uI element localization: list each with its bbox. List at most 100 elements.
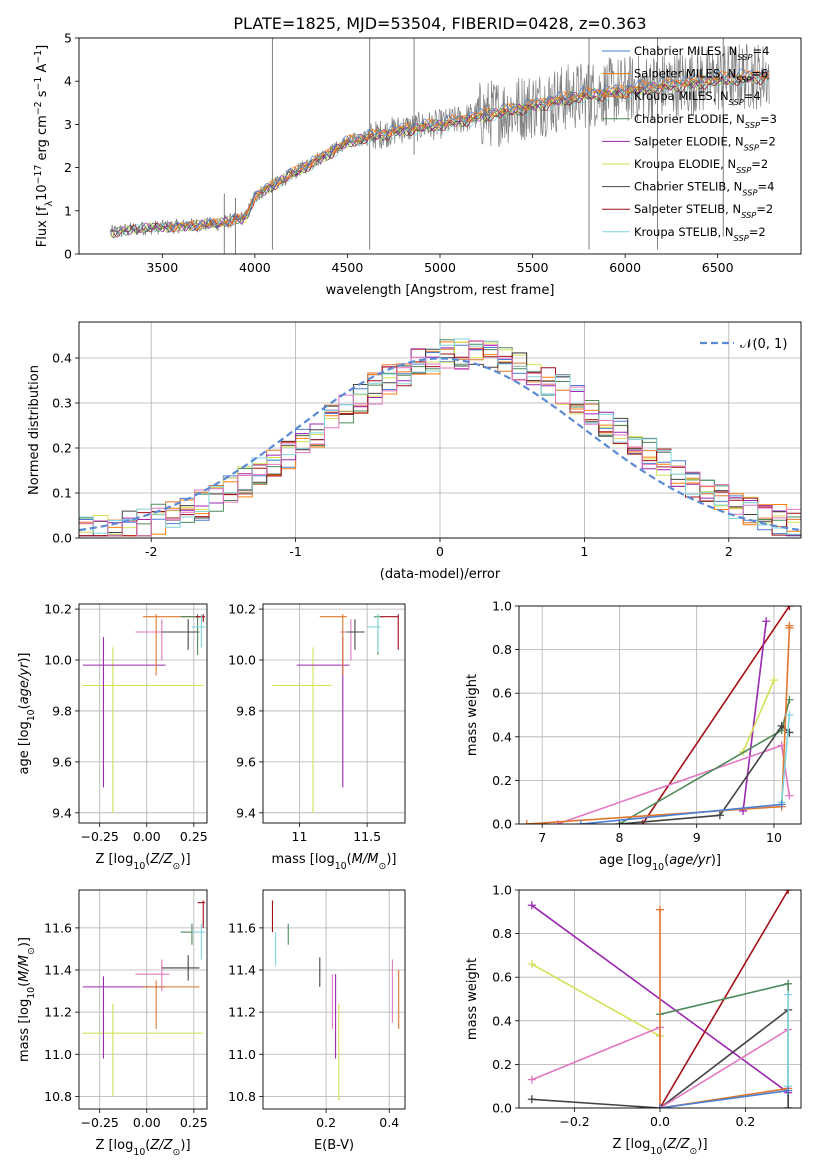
- x-tick-label: −0.25: [81, 1115, 119, 1130]
- ticks: 0.2 0.4 10.8 11.0 11.2 11.4 11.6: [228, 890, 405, 1130]
- y-tick-label: 0.4: [492, 729, 512, 744]
- y-tick-label: 0.0: [492, 1101, 512, 1116]
- y-tick-label: 9.6: [52, 754, 72, 769]
- y-tick-label: 0.0: [52, 531, 72, 546]
- series-point: [527, 1095, 536, 1104]
- x-tick-label: 0.25: [180, 1115, 208, 1130]
- errorbar-salpeter_stelib: [195, 614, 206, 622]
- series-point: [784, 890, 793, 894]
- y-axis-label: mass [log10(M/M⊙)]: [17, 937, 37, 1062]
- errorbar-salpeter_elodie: [82, 637, 166, 788]
- y-tick-label: 10.8: [44, 1089, 72, 1104]
- y-tick-label: 1.0: [492, 883, 512, 898]
- series-point: [785, 711, 794, 719]
- x-tick-label: -2: [145, 544, 157, 559]
- legend: Chabrier MILES, NSSP=4 Salpeter MILES, NS…: [602, 44, 777, 243]
- series-point: [769, 676, 778, 685]
- y-tick-label: 0.4: [52, 351, 72, 366]
- series-point: [784, 990, 793, 999]
- series-salpeter_elodie: [739, 617, 771, 815]
- axes-frame: [78, 889, 208, 1110]
- histogram-kroupa_stelib: [79, 338, 801, 535]
- y-tick-label: 0.8: [492, 926, 512, 941]
- y-tick-label: 3: [64, 117, 72, 132]
- x-axis-label: mass [log10(M/M⊙)]: [272, 852, 397, 872]
- y-tick-label: 11.2: [44, 1005, 72, 1020]
- axes-frame: [518, 889, 802, 1109]
- y-tick-label: 11.0: [44, 1047, 72, 1062]
- series-line: [531, 963, 661, 1037]
- series-chabrier_miles: [656, 1086, 793, 1108]
- legend-entry: Kroupa ELODIE, NSSP=2: [634, 157, 768, 175]
- legend-entry: Chabrier ELODIE, NSSP=3: [634, 112, 777, 130]
- legend-entry: Kroupa MILES, NSSP=4: [634, 89, 761, 107]
- series-point: [715, 811, 724, 820]
- plot-area: [79, 338, 801, 537]
- axes-frame: [78, 321, 802, 539]
- y-tick-label: 4: [64, 74, 72, 89]
- y-tick-label: 1.0: [492, 599, 512, 614]
- legend-entry: 𝒩(0, 1): [740, 337, 787, 352]
- y-tick-label: 0.6: [492, 686, 512, 701]
- gaussian-curve: [79, 357, 801, 532]
- y-tick-label: 0: [64, 247, 72, 262]
- x-tick-label: 3500: [146, 260, 178, 275]
- y-tick-label: 11.4: [44, 963, 72, 978]
- errorbar-kroupa_miles: [143, 980, 200, 1029]
- ticks: −0.25 0.00 0.25 10.8 11.0 11.2 11.4 11.6: [44, 890, 208, 1130]
- y-tick-label: 11.6: [228, 920, 256, 935]
- ticks: 3500 4000 4500 5000 5500 6000 6500 0 1 2 3 4 5: [64, 31, 734, 276]
- errorbar-chabrier_elodie: [373, 614, 384, 655]
- y-tick-label: 11.6: [44, 920, 72, 935]
- series-point: [522, 820, 531, 824]
- x-tick-label: 0: [436, 544, 444, 559]
- errorbar-kroupa_miles: [143, 614, 200, 676]
- chart-massweight_vs_z: −0.2 0.0 0.2 0.0 0.2 0.4 0.6 0.8 1.0 Z [log10(Z/Z…: [465, 883, 802, 1157]
- errorbar-salpeter_stelib: [380, 614, 399, 650]
- chart-residuals: -2 -1 0 1 2 0.0 0.1 0.2 0.3 0.4 (data-model)/error…: [27, 321, 802, 582]
- x-tick-label: 0.2: [316, 1115, 336, 1130]
- errorbar-chabrier_elodie: [180, 923, 194, 945]
- errorbar-kroupa_elodie: [82, 1003, 204, 1097]
- errorbar-chabrier_elodie: [180, 614, 204, 655]
- series-line: [742, 679, 775, 753]
- ticks: −0.2 0.0 0.2 0.0 0.2 0.4 0.6 0.8 1.0: [492, 883, 801, 1129]
- x-tick-label: 11: [292, 829, 308, 844]
- legend-entry: Kroupa STELIB, NSSP=2: [634, 225, 766, 243]
- y-tick-label: 0.1: [52, 486, 72, 501]
- legend-entry: Salpeter ELODIE, NSSP=2: [634, 134, 776, 152]
- x-axis-label: (data-model)/error: [380, 567, 501, 582]
- x-tick-label: 4000: [239, 260, 271, 275]
- x-tick-label: 4500: [332, 260, 364, 275]
- series-point: [527, 901, 536, 910]
- series-line: [659, 909, 789, 1108]
- y-tick-label: 10.2: [44, 602, 72, 617]
- series-point: [785, 728, 794, 737]
- series-point: [785, 621, 794, 630]
- observed-spectrum-line: [110, 43, 770, 237]
- axes-frame: [518, 605, 802, 825]
- plot-area: [522, 606, 794, 824]
- y-axis-label: age [log10(age/yr)]: [17, 652, 37, 774]
- x-tick-label: 0.2: [736, 1114, 756, 1129]
- series-point: [785, 606, 794, 610]
- y-tick-label: 10.0: [228, 653, 256, 668]
- y-tick-label: 5: [64, 31, 72, 46]
- ticks: −0.25 0.00 0.25 9.4 9.6 9.8 10.0 10.2: [44, 602, 208, 844]
- x-tick-label: 11.5: [353, 829, 381, 844]
- x-tick-label: −0.25: [81, 829, 119, 844]
- chart-age_vs_z: −0.25 0.00 0.25 9.4 9.6 9.8 10.0 10.2 Z [log10(Z…: [17, 602, 208, 872]
- y-tick-label: 9.8: [52, 703, 72, 718]
- legend-entry: Chabrier MILES, NSSP=4: [634, 44, 769, 62]
- figure-title: PLATE=1825, MJD=53504, FIBERID=0428, z=0…: [233, 14, 646, 33]
- errorbar-kroupa_stelib: [191, 923, 206, 960]
- histogram-pink: [79, 340, 801, 537]
- series-point: [762, 617, 771, 626]
- y-tick-label: 0.4: [492, 1013, 512, 1028]
- x-tick-label: 1: [580, 544, 588, 559]
- y-tick-label: 0.0: [492, 817, 512, 832]
- y-axis-label: Normed distribution: [27, 365, 42, 495]
- x-tick-label: 0.4: [379, 1115, 399, 1130]
- plot-area: [527, 890, 793, 1108]
- series-point: [784, 979, 793, 988]
